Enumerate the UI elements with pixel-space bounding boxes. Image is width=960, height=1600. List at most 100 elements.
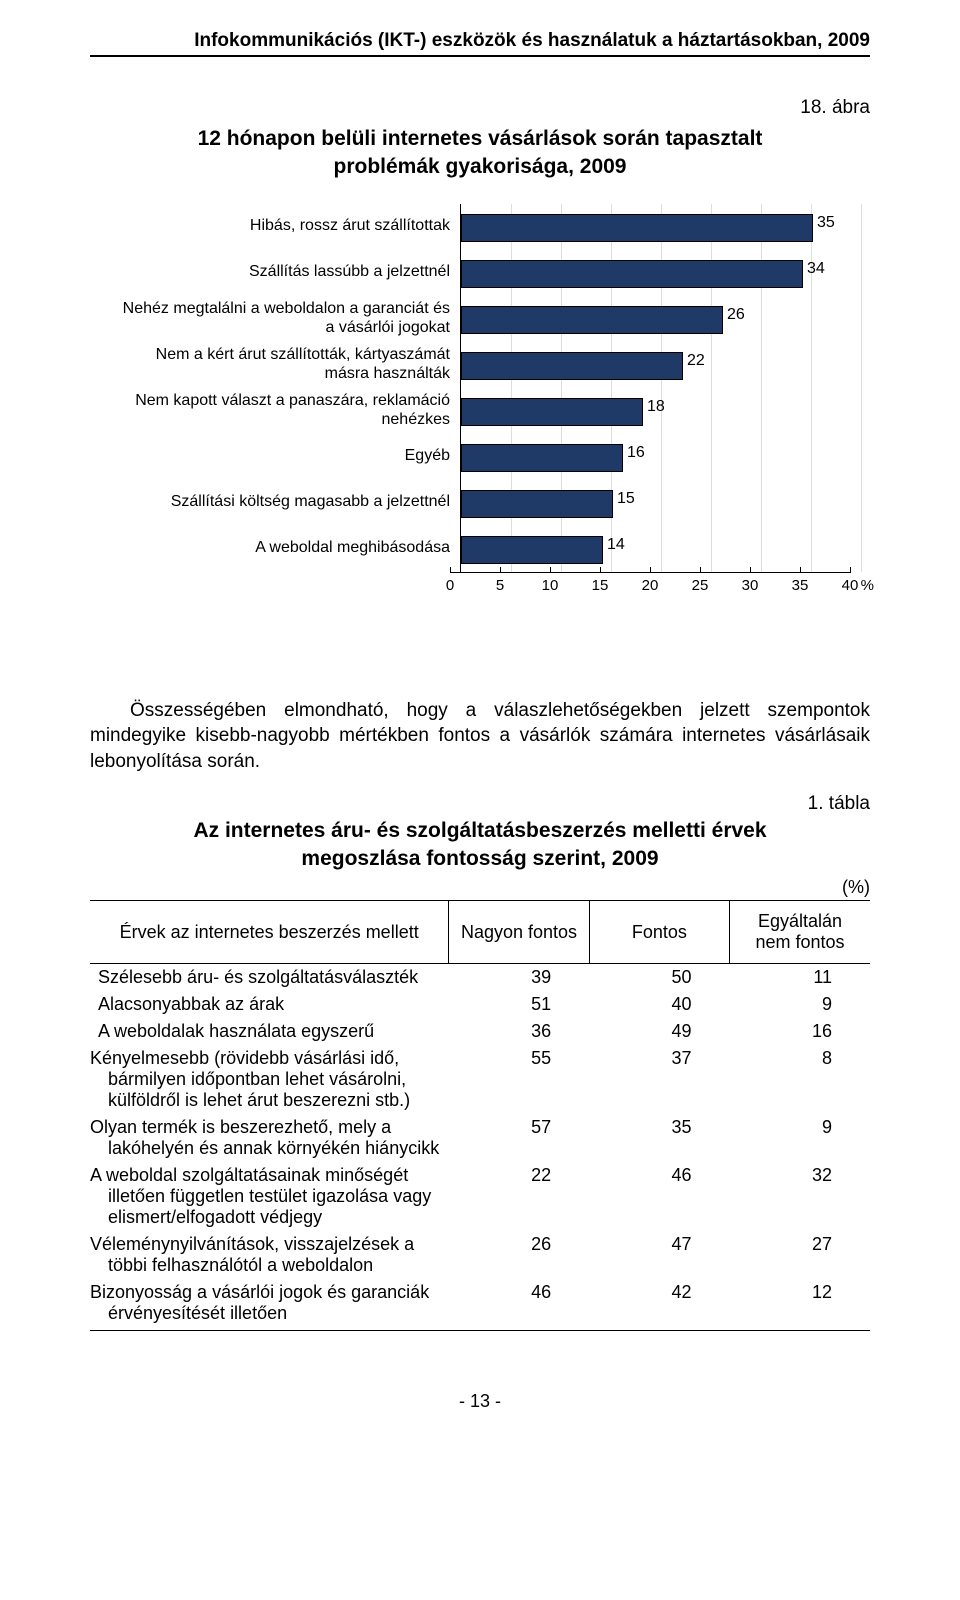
bar — [461, 306, 723, 334]
table-cell: 47 — [589, 1231, 729, 1279]
grid-line — [811, 526, 812, 572]
bar-label: Nehéz megtalálni a weboldalon a garanciá… — [110, 300, 460, 337]
axis-tick — [700, 567, 701, 573]
axis-tick — [550, 567, 551, 573]
table-cell: 11 — [730, 964, 870, 992]
table-row: A weboldalak használata egyszerű364916 — [90, 1018, 870, 1045]
bar-label: A weboldal meghibásodása — [110, 539, 460, 557]
table-header: Egyáltalán nem fontos — [730, 901, 870, 964]
table-cell: 46 — [589, 1162, 729, 1231]
table-cell: 57 — [449, 1114, 589, 1162]
row-label: Szélesebb áru- és szolgáltatásválaszték — [90, 964, 449, 992]
row-label: A weboldalak használata egyszerű — [90, 1018, 449, 1045]
bar-track: 26 — [460, 296, 850, 342]
axis-tick-label: 0 — [446, 577, 454, 594]
table-cell: 49 — [589, 1018, 729, 1045]
row-label: A weboldal szolgáltatásainak minőségét i… — [90, 1162, 449, 1231]
bar-value: 35 — [817, 214, 835, 232]
page-title: Infokommunikációs (IKT-) eszközök és has… — [90, 30, 870, 57]
row-label: Véleménynyilvánítások, visszajelzések a … — [90, 1231, 449, 1279]
grid-line — [761, 480, 762, 526]
table-cell: 22 — [449, 1162, 589, 1231]
page: Infokommunikációs (IKT-) eszközök és has… — [0, 0, 960, 1442]
table-cell: 8 — [730, 1045, 870, 1114]
chart-row: Szállítási költség magasabb a jelzettnél… — [110, 480, 850, 526]
bar-track: 35 — [460, 204, 850, 250]
table-cell: 36 — [449, 1018, 589, 1045]
table-header: Fontos — [589, 901, 729, 964]
grid-line — [861, 388, 862, 434]
axis-tick-label: 40 — [842, 577, 859, 594]
chart-title: 12 hónapon belüli internetes vásárlások … — [160, 125, 800, 182]
bar-label: Egyéb — [110, 447, 460, 465]
bar-track: 18 — [460, 388, 850, 434]
data-table: Érvek az internetes beszerzés mellettNag… — [90, 900, 870, 1331]
axis-tick — [650, 567, 651, 573]
table-row: A weboldal szolgáltatásainak minőségét i… — [90, 1162, 870, 1231]
axis-tick-label: 30 — [742, 577, 759, 594]
grid-line — [861, 434, 862, 480]
axis-tick — [750, 567, 751, 573]
table-cell: 50 — [589, 964, 729, 992]
bar — [461, 490, 613, 518]
grid-line — [711, 342, 712, 388]
grid-line — [861, 296, 862, 342]
grid-line — [761, 388, 762, 434]
chart-row: A weboldal meghibásodása 14 — [110, 526, 850, 572]
bar — [461, 398, 643, 426]
bar-value: 14 — [607, 536, 625, 554]
bar-track: 16 — [460, 434, 850, 480]
table-header: Nagyon fontos — [449, 901, 589, 964]
axis-tick-label: 15 — [592, 577, 609, 594]
table-row: Alacsonyabbak az árak51409 — [90, 991, 870, 1018]
axis-tick — [500, 567, 501, 573]
table-cell: 26 — [449, 1231, 589, 1279]
axis-unit: % — [861, 577, 874, 594]
table-row: Olyan termék is beszerezhető, mely a lak… — [90, 1114, 870, 1162]
grid-line — [761, 296, 762, 342]
grid-line — [811, 342, 812, 388]
chart-row: Szállítás lassúbb a jelzettnél34 — [110, 250, 850, 296]
bar-value: 18 — [647, 398, 665, 416]
table-cell: 51 — [449, 991, 589, 1018]
bar-track: 22 — [460, 342, 850, 388]
table-cell: 35 — [589, 1114, 729, 1162]
bar-label: Nem kapott választ a panaszára, reklamác… — [110, 392, 460, 429]
grid-line — [661, 434, 662, 480]
grid-line — [861, 342, 862, 388]
axis-tick-label: 5 — [496, 577, 504, 594]
bar-track: 14 — [460, 526, 850, 572]
table-label: 1. tábla — [90, 793, 870, 815]
bar-value: 16 — [627, 444, 645, 462]
bar-label: Hibás, rossz árut szállítottak — [110, 217, 460, 235]
bar-track: 15 — [460, 480, 850, 526]
grid-line — [811, 388, 812, 434]
x-axis: 0510152025303540% — [110, 572, 850, 598]
grid-line — [761, 434, 762, 480]
figure-label: 18. ábra — [90, 97, 870, 119]
table-row: Szélesebb áru- és szolgáltatásválaszték3… — [90, 964, 870, 992]
page-number: - 13 - — [90, 1391, 870, 1412]
table-header: Érvek az internetes beszerzés mellett — [90, 901, 449, 964]
bar-value: 15 — [617, 490, 635, 508]
table-cell: 42 — [589, 1279, 729, 1331]
table-cell: 39 — [449, 964, 589, 992]
chart-row: Hibás, rossz árut szállítottak 35 — [110, 204, 850, 250]
axis-tick-label: 10 — [542, 577, 559, 594]
table-row: Kényelmesebb (rövidebb vásárlási idő, bá… — [90, 1045, 870, 1114]
grid-line — [711, 526, 712, 572]
axis-line: 0510152025303540% — [450, 572, 850, 598]
axis-tick — [800, 567, 801, 573]
axis-tick-label: 35 — [792, 577, 809, 594]
bar-label: Nem a kért árut szállították, kártyaszám… — [110, 346, 460, 383]
table-cell: 46 — [449, 1279, 589, 1331]
bar — [461, 352, 683, 380]
table-cell: 12 — [730, 1279, 870, 1331]
grid-line — [761, 342, 762, 388]
table-cell: 27 — [730, 1231, 870, 1279]
grid-line — [661, 480, 662, 526]
table-title: Az internetes áru- és szolgáltatásbeszer… — [150, 817, 810, 874]
table-row: Bizonyosság a vásárlói jogok és garanciá… — [90, 1279, 870, 1331]
grid-line — [811, 480, 812, 526]
table-cell: 40 — [589, 991, 729, 1018]
